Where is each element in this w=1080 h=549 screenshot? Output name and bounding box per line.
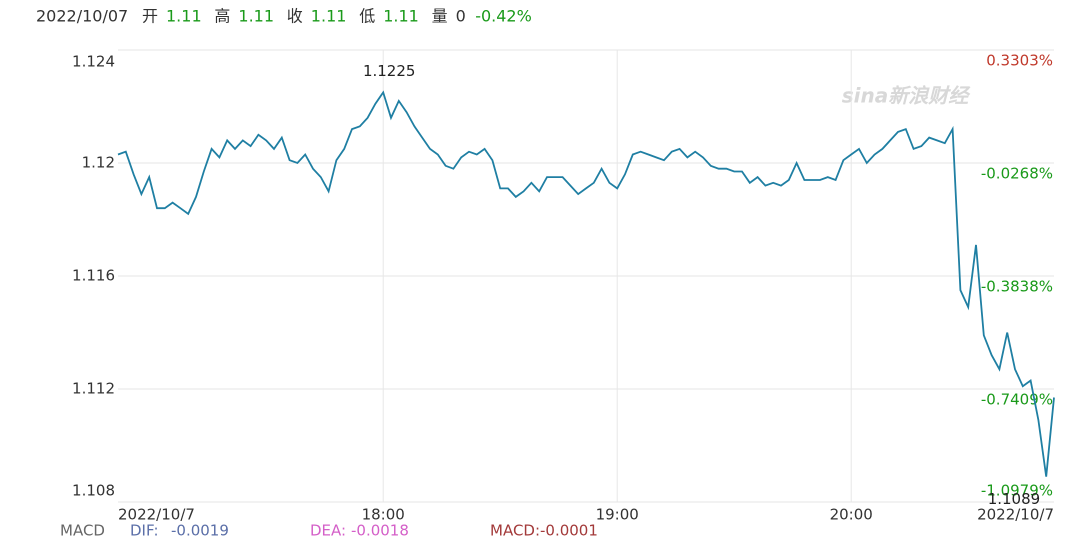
header-date: 2022/10/07: [36, 7, 128, 26]
header-label: 高: [214, 7, 230, 26]
x-tick-label: 2022/10/7: [118, 506, 195, 524]
annotation: 1.1225: [363, 62, 416, 80]
macd-label: MACD:: [490, 522, 540, 540]
x-tick-label: 20:00: [830, 506, 873, 524]
x-tick-label: 19:00: [596, 506, 639, 524]
header-label: 收: [287, 7, 303, 26]
annotation: 1.1089: [988, 490, 1041, 508]
macd-title: MACD: [60, 522, 105, 540]
header-value: 1.11: [238, 7, 274, 26]
x-tick-label: 2022/10/7: [977, 506, 1054, 524]
y2-tick-label: -1.0979%: [981, 482, 1053, 500]
y-tick-label: 1.124: [72, 53, 115, 71]
header-label: 开: [142, 7, 158, 26]
price-line: [117, 90, 1055, 477]
y2-tick-label: -0.7409%: [981, 391, 1053, 409]
macd-value: -0.0018: [351, 522, 409, 540]
y2-tick-label: -0.0268%: [981, 165, 1053, 183]
y-tick-label: 1.116: [72, 267, 115, 285]
x-tick-label: 18:00: [362, 506, 405, 524]
header-value: 1.11: [311, 7, 347, 26]
y2-tick-label: 0.3303%: [986, 52, 1053, 70]
y-tick-label: 1.12: [82, 154, 115, 172]
y-tick-label: 1.112: [72, 380, 115, 398]
macd-label: DIF:: [130, 522, 159, 540]
header-value: 1.11: [166, 7, 202, 26]
watermark: sina新浪财经: [842, 84, 971, 108]
header-change: -0.42%: [475, 7, 532, 26]
header-label: 低: [359, 7, 375, 26]
y-tick-label: 1.108: [72, 482, 115, 500]
macd-label: DEA:: [310, 522, 346, 540]
header-label: 量: [432, 7, 448, 26]
macd-value: -0.0019: [171, 522, 229, 540]
header-value: 1.11: [383, 7, 419, 26]
header-value: 0: [456, 7, 466, 26]
y2-tick-label: -0.3838%: [981, 278, 1053, 296]
macd-value: -0.0001: [540, 522, 598, 540]
